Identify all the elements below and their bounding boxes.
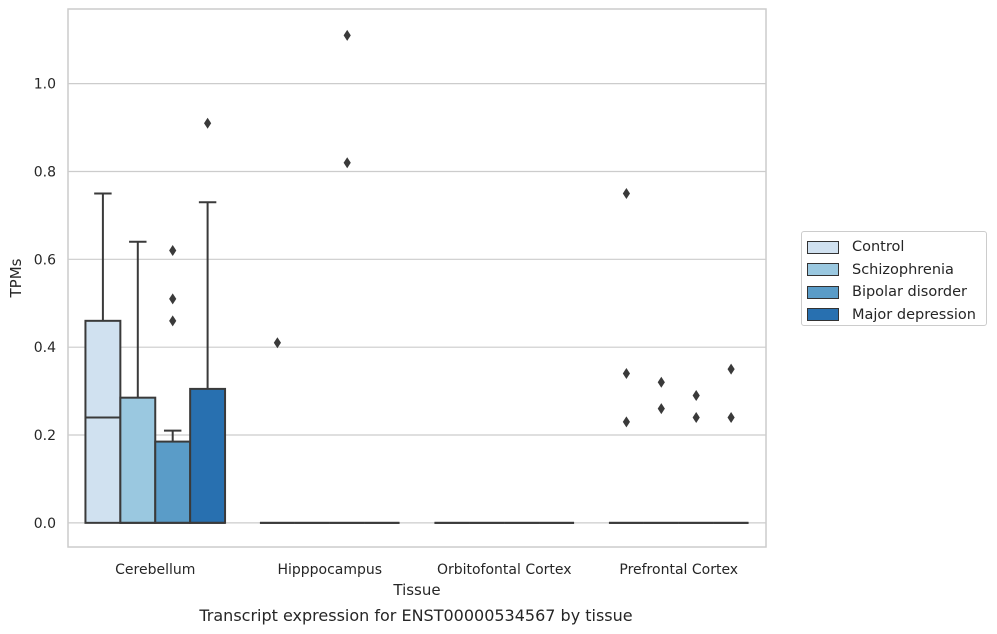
legend-item-schizophrenia: Schizophrenia xyxy=(807,259,986,282)
y-tick-label: 0.0 xyxy=(34,516,56,532)
x-tick-label: Orbitofontal Cortex xyxy=(437,562,572,578)
outlier-point xyxy=(657,376,665,388)
box-group xyxy=(329,29,365,524)
outlier-point xyxy=(273,337,281,349)
legend: Control Schizophrenia Bipolar disorder M… xyxy=(801,231,987,326)
box-group xyxy=(608,187,644,524)
outlier-point xyxy=(169,245,177,257)
y-tick-label: 0.6 xyxy=(34,252,56,268)
box-group xyxy=(154,245,192,524)
legend-swatch-bipolar-disorder xyxy=(807,285,839,299)
x-axis-label: Tissue xyxy=(392,581,440,599)
box-body xyxy=(189,387,227,524)
legend-label: Major depression xyxy=(852,306,976,323)
x-tick-label: Prefrontal Cortex xyxy=(619,562,738,578)
outlier-point xyxy=(204,117,212,129)
legend-label: Control xyxy=(852,239,905,256)
outlier-point xyxy=(727,411,735,423)
plot-frame xyxy=(67,8,767,548)
legend-label: Schizophrenia xyxy=(852,261,954,278)
y-tick-label: 1.0 xyxy=(34,77,56,93)
legend-item-control: Control xyxy=(807,236,986,259)
outlier-point xyxy=(727,363,735,375)
y-tick-label: 0.2 xyxy=(34,428,56,444)
x-axis-ticks: Cerebellum Hipppocampus Orbitofontal Corte… xyxy=(115,562,738,578)
outlier-point xyxy=(343,157,351,169)
outlier-point xyxy=(343,29,351,41)
outlier-point xyxy=(169,315,177,327)
box-group xyxy=(84,192,122,524)
box-group xyxy=(678,389,714,524)
box-body xyxy=(84,319,122,524)
outlier-point xyxy=(692,389,700,401)
outlier-point xyxy=(169,293,177,305)
legend-swatch-schizophrenia xyxy=(807,263,839,277)
x-tick-label: Cerebellum xyxy=(115,562,195,578)
y-axis-label: TPMs xyxy=(7,258,25,298)
outlier-point xyxy=(622,187,630,199)
outlier-point xyxy=(657,403,665,415)
box-group xyxy=(713,363,749,524)
legend-item-bipolar-disorder: Bipolar disorder xyxy=(807,281,986,304)
legend-item-major-depression: Major depression xyxy=(807,304,986,327)
chart-caption: Transcript expression for ENST0000053456… xyxy=(199,606,633,625)
box-group xyxy=(259,337,295,524)
x-tick-label: Hipppocampus xyxy=(277,562,382,578)
y-tick-label: 0.4 xyxy=(34,340,56,356)
outlier-point xyxy=(692,411,700,423)
outlier-point xyxy=(622,368,630,380)
y-axis-ticks: 0.0 0.2 0.4 0.6 0.8 1.0 xyxy=(34,77,56,532)
boxes-layer xyxy=(84,29,749,524)
legend-swatch-control xyxy=(807,240,839,254)
box-body xyxy=(119,396,157,524)
box-group xyxy=(119,240,157,524)
legend-swatch-major-depression xyxy=(807,308,839,322)
outlier-point xyxy=(622,416,630,428)
box-group xyxy=(643,376,679,524)
y-tick-label: 0.8 xyxy=(34,164,56,180)
legend-label: Bipolar disorder xyxy=(852,284,967,301)
box-body xyxy=(154,440,192,524)
box-group xyxy=(189,117,227,524)
